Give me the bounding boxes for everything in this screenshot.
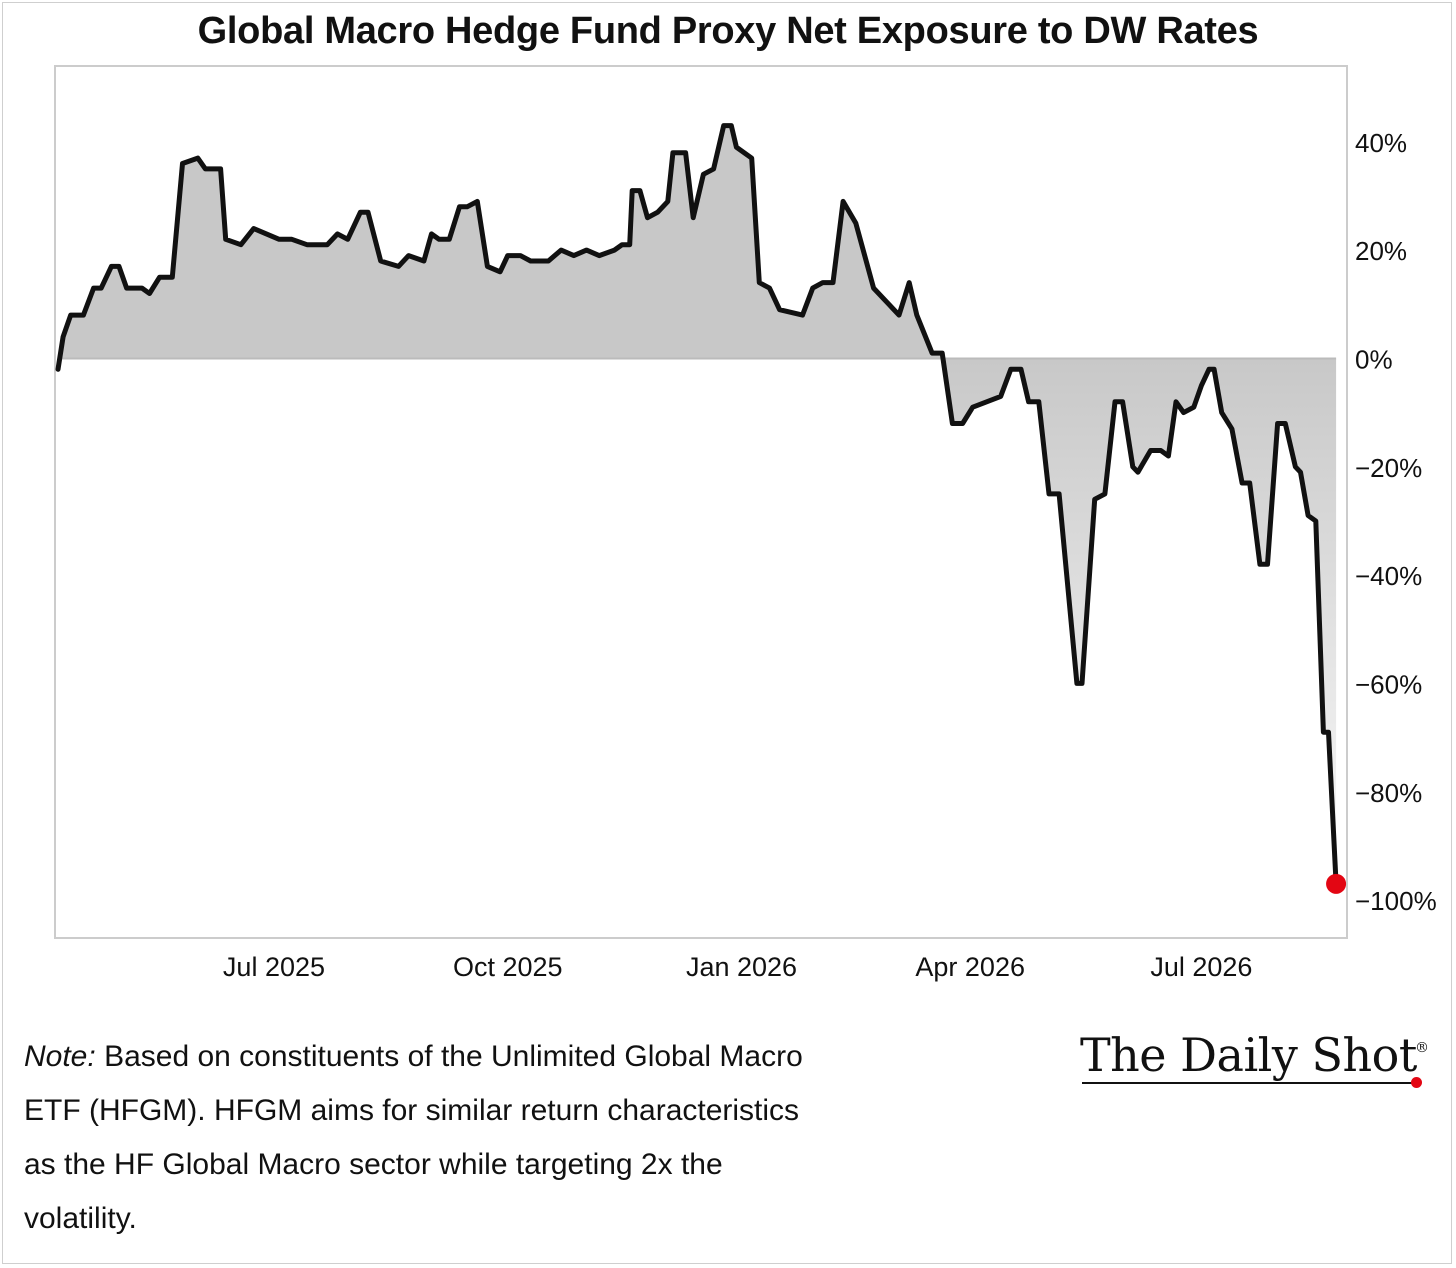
y-tick-label: −40% xyxy=(1355,561,1422,591)
registered-mark: ® xyxy=(1415,1040,1429,1056)
y-axis-ticks: 40% 20% 0% −20% −40% −60% −80% −100% xyxy=(1355,128,1437,916)
note-label: Note: xyxy=(24,1040,96,1073)
logo-underline xyxy=(1082,1082,1416,1084)
x-tick-label: Apr 2026 xyxy=(915,952,1025,982)
y-tick-label: 20% xyxy=(1355,236,1407,266)
note-text: Based on constituents of the Unlimited G… xyxy=(24,1040,803,1235)
plot-area-border xyxy=(54,65,1348,939)
last-point-marker xyxy=(1326,873,1347,894)
logo-red-dot xyxy=(1411,1077,1422,1088)
chart-canvas: 40% 20% 0% −20% −40% −60% −80% −100% Jul 2025 Oc… xyxy=(54,65,1437,982)
y-tick-label: 40% xyxy=(1355,128,1407,158)
y-tick-label: −20% xyxy=(1355,453,1422,483)
area-layer xyxy=(58,125,1337,884)
line-layer xyxy=(55,123,1347,894)
y-tick-label: −60% xyxy=(1355,669,1422,699)
x-tick-label: Jul 2026 xyxy=(1150,952,1252,982)
x-tick-label: Oct 2025 xyxy=(453,952,563,982)
brand-logo: The Daily Shot xyxy=(1080,1028,1417,1082)
series-line xyxy=(55,123,1339,887)
chart-note: Note: Based on constituents of the Unlim… xyxy=(24,1030,814,1246)
series-area-fill xyxy=(58,125,1337,884)
x-tick-label: Jan 2026 xyxy=(686,952,797,982)
chart-title: Global Macro Hedge Fund Proxy Net Exposu… xyxy=(197,10,1259,52)
y-tick-label: −100% xyxy=(1355,886,1437,916)
x-tick-label: Jul 2025 xyxy=(223,952,325,982)
y-tick-label: −80% xyxy=(1355,778,1422,808)
y-tick-label: 0% xyxy=(1355,344,1393,374)
x-axis-ticks: Jul 2025 Oct 2025 Jan 2026 Apr 2026 Jul 2026 xyxy=(223,952,1253,982)
